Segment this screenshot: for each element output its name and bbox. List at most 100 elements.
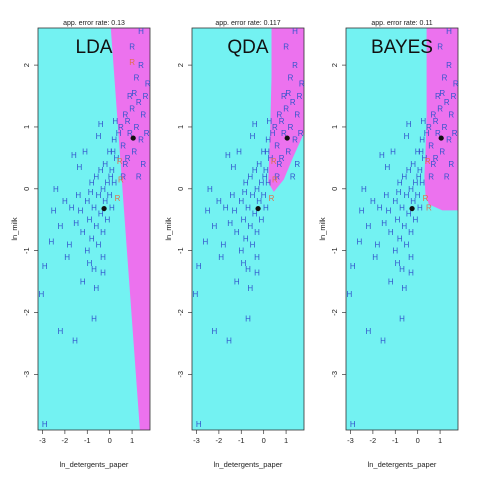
point-r: R — [446, 61, 452, 70]
point-r: R — [138, 135, 144, 144]
point-h: H — [392, 247, 398, 256]
point-h: H — [107, 191, 113, 200]
point-h: H — [212, 222, 218, 231]
point-h: H — [250, 240, 256, 249]
point-r: R — [433, 117, 439, 126]
point-h: H — [58, 222, 64, 231]
point-h: H — [64, 253, 70, 262]
point-h: H — [419, 135, 425, 144]
point-h: H — [366, 222, 372, 231]
panel-bayes: app. error rate: 0.11 BAYES -3 -2 -1 0 1 ln_det… — [318, 20, 459, 469]
point-r: R — [439, 89, 445, 98]
point-r: R — [442, 123, 448, 132]
y-tick-label: 2 — [22, 63, 31, 67]
point-h: H — [242, 188, 248, 197]
region-r — [424, 28, 458, 211]
x-axis-label: ln_detergents_paper — [368, 460, 437, 469]
point-r: R — [276, 160, 282, 169]
point-h: H — [408, 253, 414, 262]
point-h: H — [236, 148, 242, 157]
y-tick-label: 0 — [22, 187, 31, 191]
point-h: H — [80, 278, 86, 287]
point-r: R — [138, 61, 144, 70]
point-h: H — [62, 197, 68, 206]
point-h: H — [397, 179, 403, 188]
point-h: H — [245, 315, 251, 324]
point-h: H — [234, 228, 240, 237]
point-h: H — [247, 222, 253, 231]
x-tick-label: -1 — [392, 436, 399, 445]
point-r: R — [288, 73, 294, 82]
point-h: H — [256, 197, 262, 206]
point-h: H — [422, 154, 428, 163]
point-r: R — [274, 142, 280, 151]
point-r: R — [298, 129, 304, 138]
point-h: H — [205, 206, 211, 215]
point-h: H — [259, 216, 265, 225]
point-h: H — [366, 327, 372, 336]
y-tick-label: 0 — [176, 187, 185, 191]
point-h: H — [87, 259, 93, 268]
point-r: R — [145, 80, 151, 89]
point-h: H — [73, 219, 79, 228]
point-h: H — [413, 179, 419, 188]
point-r: R — [446, 135, 452, 144]
point-r: R — [279, 117, 285, 126]
x-tick-label: 1 — [438, 436, 442, 445]
point-h: H — [75, 191, 81, 200]
point-h: H — [261, 191, 267, 200]
point-h: H — [77, 163, 83, 172]
point-r: R — [290, 172, 296, 181]
point-h: H — [72, 336, 78, 345]
point-h: H — [105, 216, 111, 225]
point-h: H — [96, 191, 102, 200]
point-h: H — [53, 185, 59, 194]
point-r: R — [292, 61, 298, 70]
point-h: H — [218, 253, 224, 262]
point-h: H — [96, 132, 102, 141]
point-h: H — [401, 172, 407, 181]
point-h: H — [238, 197, 244, 206]
point-h: H — [93, 172, 99, 181]
x-tick-label: 1 — [284, 436, 288, 445]
y-tick-label: 2 — [330, 63, 339, 67]
point-r: R — [129, 43, 135, 52]
point-r: R — [451, 92, 457, 101]
point-h: H — [254, 228, 260, 237]
point-h: H — [396, 188, 402, 197]
point-h: H — [42, 262, 48, 271]
point-h: H — [84, 197, 90, 206]
point-h: H — [245, 265, 251, 274]
point-h: H — [247, 172, 253, 181]
point-h: H — [408, 268, 414, 277]
point-h: H — [98, 210, 104, 219]
point-h: H — [292, 27, 298, 36]
y-tick-label: -3 — [330, 371, 339, 378]
point-h: H — [261, 148, 267, 157]
panel-label: BAYES — [371, 37, 433, 58]
point-h: H — [100, 268, 106, 277]
x-tick-label: 0 — [416, 436, 420, 445]
point-h: H — [420, 117, 426, 126]
point-h: H — [100, 228, 106, 237]
point-misclassified: R — [272, 176, 278, 185]
point-h: H — [392, 197, 398, 206]
point-h: H — [254, 268, 260, 277]
point-misclassified: R — [115, 194, 121, 203]
point-h: H — [413, 216, 419, 225]
panel-label: QDA — [227, 37, 269, 58]
point-r: R — [127, 129, 133, 138]
point-h: H — [203, 237, 209, 246]
point-r: R — [430, 160, 436, 169]
x-tick-label: 0 — [262, 436, 266, 445]
point-h: H — [102, 197, 108, 206]
point-h: H — [374, 240, 380, 249]
point-h: H — [377, 203, 383, 212]
point-h: H — [227, 219, 233, 228]
x-tick-label: -3 — [39, 436, 46, 445]
point-h: H — [88, 188, 94, 197]
point-r: R — [437, 43, 443, 52]
